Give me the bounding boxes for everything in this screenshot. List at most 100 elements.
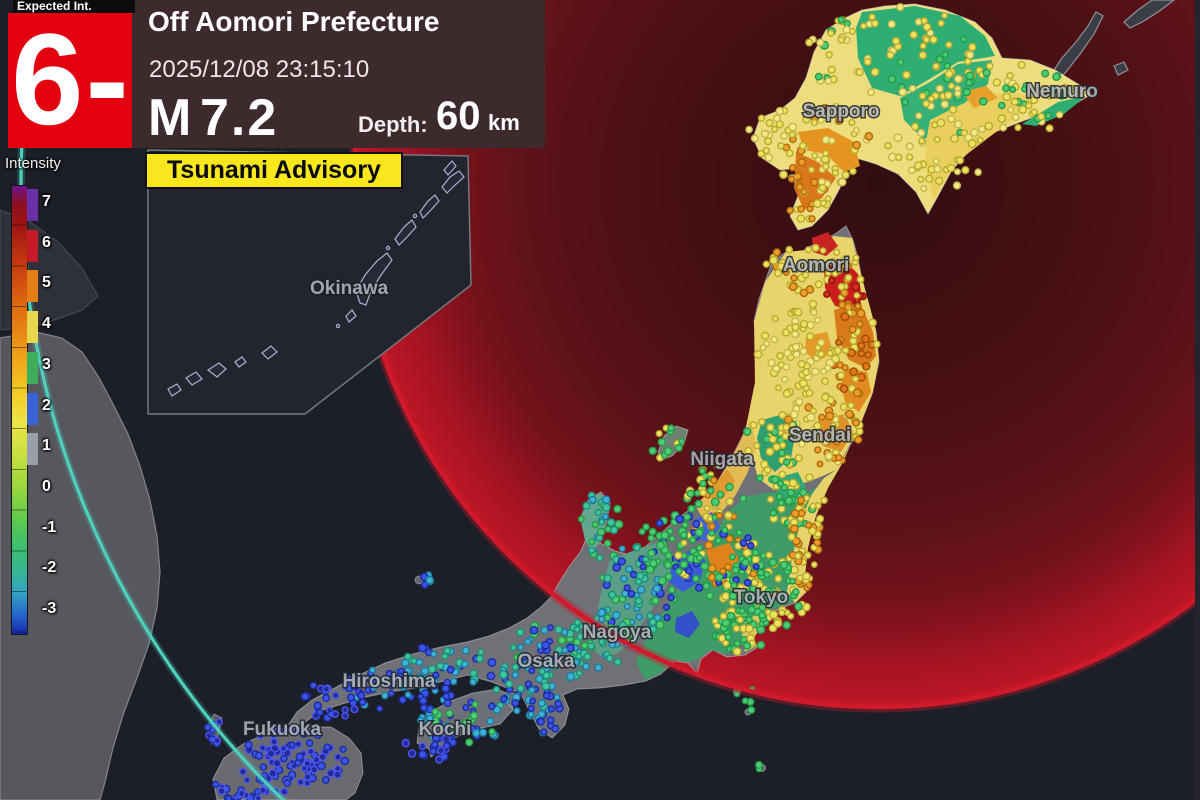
station-dot bbox=[768, 435, 778, 444]
station-dot bbox=[1045, 91, 1054, 100]
station-dot bbox=[721, 591, 731, 601]
station-dot bbox=[305, 739, 314, 747]
station-dot bbox=[918, 137, 926, 145]
station-dot bbox=[943, 91, 953, 100]
station-dot bbox=[662, 603, 671, 611]
station-dot bbox=[598, 615, 606, 624]
station-dot bbox=[773, 114, 781, 123]
station-dot bbox=[884, 141, 892, 150]
city-label-nagoya: Nagoya bbox=[583, 622, 652, 643]
station-dot bbox=[742, 641, 752, 650]
station-dot bbox=[603, 539, 612, 548]
station-dot bbox=[778, 609, 786, 617]
station-dot bbox=[546, 716, 555, 724]
station-dot bbox=[782, 458, 791, 466]
station-dot bbox=[730, 581, 738, 590]
station-dot bbox=[657, 437, 667, 447]
station-dot bbox=[591, 520, 599, 529]
station-dot bbox=[735, 528, 743, 537]
station-dot bbox=[598, 518, 606, 526]
station-dot bbox=[926, 29, 935, 37]
station-dot bbox=[772, 442, 781, 452]
station-dot bbox=[419, 696, 428, 705]
station-dot bbox=[814, 72, 823, 81]
station-dot bbox=[791, 342, 801, 352]
station-dot bbox=[861, 334, 870, 344]
depth-value: 60 bbox=[436, 94, 481, 138]
station-dot bbox=[777, 262, 786, 271]
city-label-osaka: Osaka bbox=[517, 651, 574, 672]
station-dot bbox=[321, 776, 330, 784]
station-dot bbox=[789, 421, 796, 429]
station-dot bbox=[443, 646, 452, 655]
station-dot bbox=[744, 446, 753, 456]
station-dot bbox=[907, 166, 916, 175]
station-dot bbox=[819, 261, 828, 271]
epicenter-title: Off Aomori Prefecture bbox=[148, 6, 440, 37]
intensity-chip-5 bbox=[27, 270, 38, 303]
station-dot bbox=[323, 743, 332, 752]
station-dot bbox=[802, 572, 811, 581]
station-dot bbox=[511, 699, 520, 708]
station-dot bbox=[992, 78, 1002, 87]
station-dot bbox=[753, 442, 761, 450]
station-dot bbox=[407, 749, 417, 758]
station-dot bbox=[863, 57, 872, 66]
station-dot bbox=[618, 621, 628, 630]
station-dot bbox=[826, 349, 834, 357]
station-dot bbox=[533, 660, 542, 669]
station-dots-layer bbox=[203, 3, 1070, 800]
station-dot bbox=[784, 415, 793, 424]
station-dot bbox=[725, 534, 734, 543]
station-dot bbox=[694, 499, 703, 509]
station-dot bbox=[679, 560, 689, 569]
station-dot bbox=[341, 706, 349, 714]
station-dot bbox=[805, 389, 814, 398]
station-dot bbox=[779, 560, 789, 570]
station-dot bbox=[782, 389, 792, 398]
station-dot bbox=[758, 418, 766, 426]
station-dot bbox=[808, 215, 816, 223]
station-dot bbox=[358, 698, 367, 707]
station-dot bbox=[822, 149, 830, 157]
station-dot bbox=[729, 553, 737, 561]
station-dot bbox=[637, 585, 646, 594]
station-dot bbox=[794, 454, 803, 463]
station-dot bbox=[787, 532, 796, 541]
station-dot bbox=[1007, 106, 1015, 114]
station-dot bbox=[259, 786, 267, 795]
station-dot bbox=[856, 308, 866, 318]
station-dot bbox=[612, 563, 622, 572]
station-dot bbox=[936, 118, 946, 128]
station-dot bbox=[1021, 85, 1029, 93]
depth-unit: km bbox=[488, 110, 520, 135]
station-dot bbox=[782, 423, 791, 432]
station-dot bbox=[775, 384, 782, 392]
station-dot bbox=[808, 166, 815, 174]
station-dot bbox=[416, 716, 425, 725]
magnitude-value: 7.2 bbox=[200, 89, 279, 147]
station-dot bbox=[800, 187, 808, 196]
station-dot bbox=[540, 728, 548, 736]
station-dot bbox=[635, 613, 643, 621]
station-dot bbox=[581, 641, 589, 650]
station-dot bbox=[978, 125, 986, 133]
station-dot bbox=[431, 740, 439, 749]
station-dot bbox=[830, 430, 838, 439]
station-dot bbox=[901, 98, 909, 106]
station-dot bbox=[215, 718, 224, 726]
station-dot bbox=[964, 57, 972, 66]
station-dot bbox=[820, 367, 828, 375]
station-dot bbox=[316, 761, 326, 771]
station-dot bbox=[634, 596, 643, 605]
station-dot bbox=[442, 721, 451, 730]
station-dot bbox=[601, 495, 611, 505]
intensity-chip-1 bbox=[27, 433, 38, 466]
station-dot bbox=[685, 566, 693, 575]
station-dot bbox=[783, 348, 792, 358]
tsunami-advisory-badge: Tsunami Advisory bbox=[145, 152, 403, 189]
station-dot bbox=[561, 646, 569, 654]
station-dot bbox=[840, 312, 850, 322]
station-dot bbox=[639, 563, 647, 571]
